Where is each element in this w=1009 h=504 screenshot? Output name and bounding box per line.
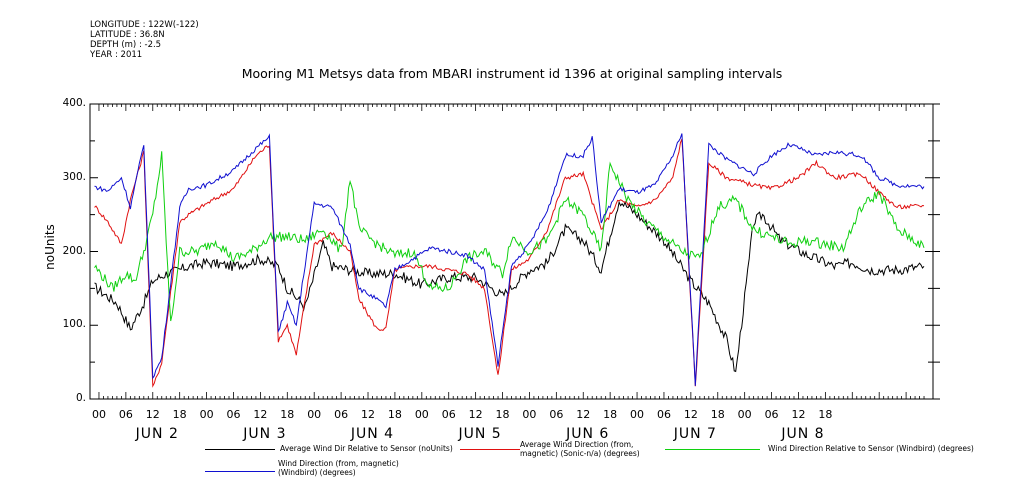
x-day-label: JUN 6 [566,426,610,442]
x-hour-tick-label: 12 [253,408,268,421]
series-line-2 [94,138,925,388]
legend-label: Wind Direction Relative to Sensor (Windb… [768,444,974,453]
meta-latitude: LATITUDE : 36.8N [90,30,165,40]
y-tick-label: 100. [62,318,86,331]
legend-label: Average Wind Dir Relative to Sensor (noU… [280,444,453,453]
x-hour-tick-label: 12 [576,408,591,421]
metadata-block: LONGITUDE : 122W(-122) LATITUDE : 36.8N … [90,20,199,60]
legend-label: Average Wind Direction (from, magnetic) … [520,440,640,458]
x-day-label: JUN 3 [243,426,287,442]
y-tick-label: 300. [62,170,86,183]
legend-swatch [460,449,520,450]
x-day-label: JUN 5 [458,426,502,442]
x-hour-tick-label: 18 [172,408,187,421]
x-hour-tick-label: 06 [549,408,564,421]
x-hour-tick-label: 06 [656,408,671,421]
x-day-label: JUN 8 [781,426,825,442]
x-hour-tick-label: 06 [441,408,456,421]
x-hour-tick-label: 06 [118,408,133,421]
x-hour-tick-label: 12 [791,408,806,421]
y-tick-label: 0. [75,392,86,404]
x-day-label: JUN 4 [350,426,395,442]
legend-swatch [205,471,275,472]
meta-depth: DEPTH (m) : -2.5 [90,40,162,50]
x-day-label: JUN 7 [673,426,717,442]
x-hour-tick-label: 00 [91,408,106,421]
x-hour-tick-label: 00 [414,408,429,421]
legend-swatch [205,449,275,450]
x-hour-tick-label: 18 [818,408,833,421]
x-hour-tick-label: 18 [495,408,510,421]
x-hour-tick-label: 12 [361,408,375,421]
x-hour-tick-label: 18 [387,408,402,421]
x-hour-tick-label: 00 [199,408,214,421]
x-hour-tick-label: 00 [522,408,537,421]
legend-label: Wind Direction (from, magnetic) (Windbir… [278,459,399,477]
x-hour-tick-label: 12 [683,408,698,421]
x-hour-tick-label: 00 [737,408,752,421]
legend-swatch [665,449,760,450]
x-hour-tick-label: 18 [603,408,618,421]
meta-longitude: LONGITUDE : 122W(-122) [90,20,199,30]
x-hour-tick-label: 06 [764,408,779,421]
x-hour-tick-label: 00 [630,408,645,421]
series-line-4 [94,133,925,386]
y-tick-label: 200. [62,244,86,257]
series-line-3 [94,151,925,322]
chart-title: Mooring M1 Metsys data from MBARI instru… [241,66,783,81]
x-hour-tick-label: 18 [710,408,725,421]
x-hour-tick-label: 12 [145,408,160,421]
x-hour-tick-label: 06 [334,408,349,421]
x-hour-tick-label: 06 [226,408,241,421]
x-hour-tick-label: 18 [280,408,295,421]
x-day-label: JUN 2 [135,426,179,442]
x-hour-tick-label: 12 [468,408,483,421]
meta-year: YEAR : 2011 [90,50,143,60]
x-hour-tick-label: 00 [307,408,322,421]
y-tick-label: 400. [62,97,86,109]
plot-frame [89,103,934,400]
